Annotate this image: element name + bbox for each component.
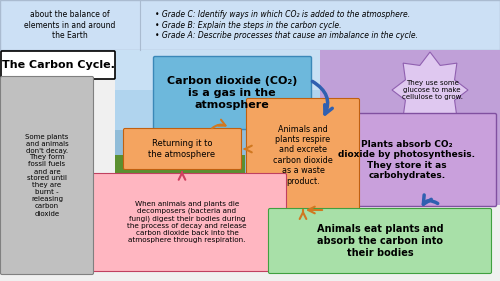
Bar <box>115 50 375 130</box>
Text: Carbon dioxide (CO₂)
is a gas in the
atmosphere: Carbon dioxide (CO₂) is a gas in the atm… <box>167 76 297 110</box>
Bar <box>115 50 375 205</box>
Text: When animals and plants die
decomposers (bacteria and
fungi) digest their bodies: When animals and plants die decomposers … <box>127 201 247 243</box>
FancyBboxPatch shape <box>246 99 360 212</box>
Bar <box>115 170 245 205</box>
FancyBboxPatch shape <box>124 128 242 169</box>
FancyBboxPatch shape <box>318 114 496 207</box>
Text: Animals eat plants and
absorb the carbon into
their bodies: Animals eat plants and absorb the carbon… <box>316 225 444 258</box>
FancyBboxPatch shape <box>88 173 286 271</box>
Text: Some plants
and animals
don't decay.
They form
fossil fuels
and are
stored until: Some plants and animals don't decay. The… <box>26 133 68 216</box>
Text: Animals and
plants respire
and excrete
carbon dioxide
as a waste
product.: Animals and plants respire and excrete c… <box>273 124 333 185</box>
FancyBboxPatch shape <box>0 76 94 275</box>
Polygon shape <box>392 52 468 128</box>
Bar <box>115 50 375 90</box>
Bar <box>320 50 500 205</box>
Text: Plants absorb CO₂
dioxide by photosynthesis.
They store it as
carbohydrates.: Plants absorb CO₂ dioxide by photosynthe… <box>338 140 475 180</box>
Text: about the balance of
elements in and around
the Earth: about the balance of elements in and aro… <box>24 10 116 40</box>
Text: The Carbon Cycle.: The Carbon Cycle. <box>2 60 114 70</box>
Text: • Grade C: Identify ways in which CO₂ is added to the atmosphere.
• Grade B: Exp: • Grade C: Identify ways in which CO₂ is… <box>155 10 418 40</box>
Bar <box>0 0 500 50</box>
Bar <box>115 155 245 175</box>
FancyBboxPatch shape <box>1 51 115 79</box>
FancyBboxPatch shape <box>268 209 492 273</box>
Text: They use some
glucose to make
cellulose to grow.: They use some glucose to make cellulose … <box>402 80 462 100</box>
Text: Returning it to
the atmosphere: Returning it to the atmosphere <box>148 139 216 159</box>
FancyBboxPatch shape <box>154 56 312 130</box>
